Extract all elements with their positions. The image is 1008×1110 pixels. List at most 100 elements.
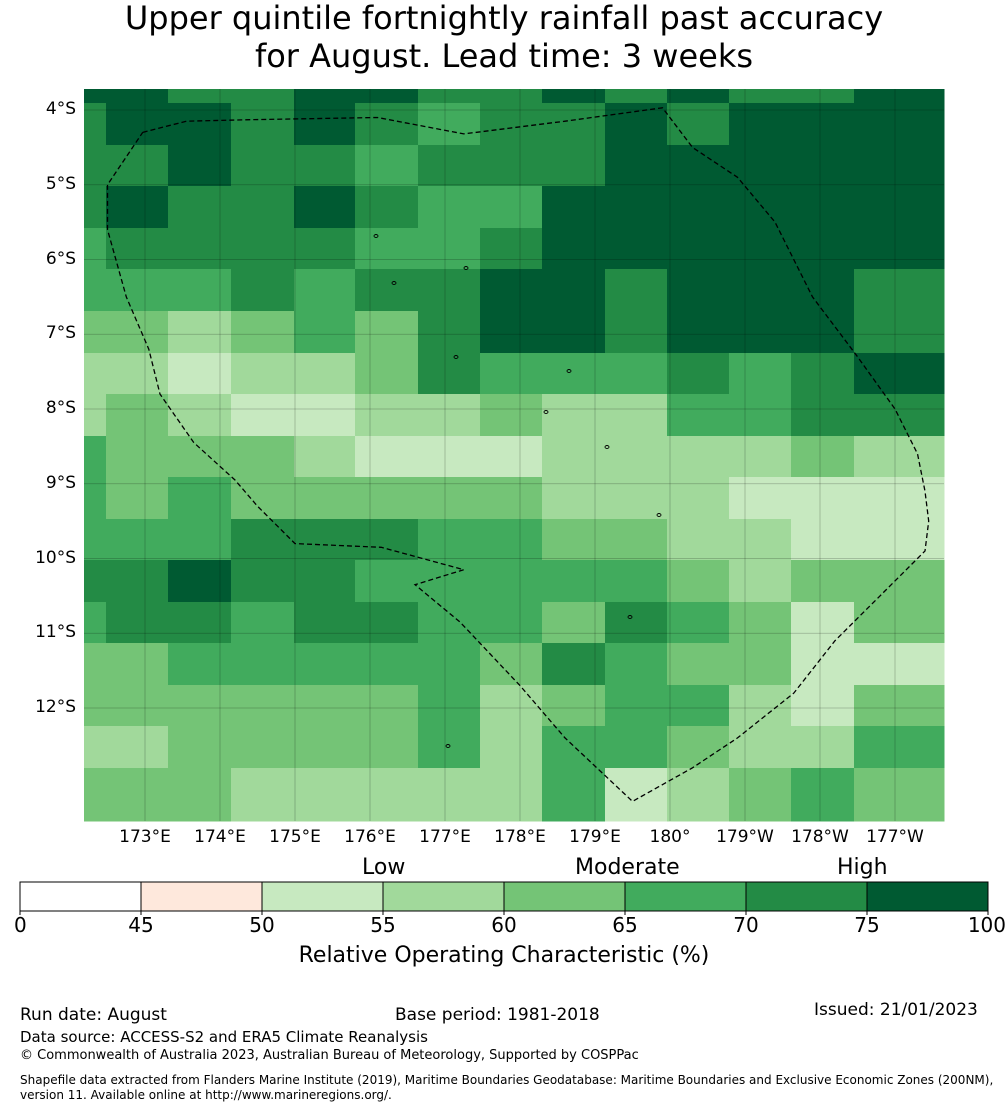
latitude-label: 5°S bbox=[45, 173, 76, 194]
roc-cell bbox=[667, 560, 730, 603]
roc-cell bbox=[231, 311, 295, 354]
island-outline bbox=[391, 281, 397, 285]
roc-cell bbox=[355, 602, 419, 644]
roc-cell bbox=[791, 311, 855, 354]
map-title-line-1: Upper quintile fortnightly rainfall past… bbox=[124, 0, 884, 37]
roc-cell bbox=[418, 643, 481, 686]
roc-cell bbox=[854, 726, 917, 769]
roc-cell bbox=[729, 269, 792, 312]
island-outline bbox=[627, 615, 633, 619]
roc-cell bbox=[667, 685, 730, 727]
roc-cell bbox=[168, 560, 232, 603]
roc-cell bbox=[605, 394, 668, 437]
roc-cell bbox=[84, 809, 107, 822]
roc-cell bbox=[729, 519, 792, 561]
roc-cell bbox=[84, 560, 107, 603]
roc-cell bbox=[231, 269, 295, 312]
roc-cell bbox=[542, 145, 606, 187]
roc-cell bbox=[667, 519, 730, 561]
island-outline bbox=[656, 513, 662, 517]
roc-cell bbox=[294, 809, 356, 822]
roc-cell bbox=[480, 768, 543, 810]
roc-cell bbox=[480, 394, 543, 437]
roc-cell bbox=[854, 685, 917, 727]
roc-cell bbox=[168, 519, 232, 561]
roc-cell bbox=[231, 768, 295, 810]
roc-cell bbox=[854, 311, 917, 354]
roc-cell bbox=[294, 560, 356, 603]
roc-cell bbox=[418, 436, 481, 478]
roc-cell bbox=[605, 103, 668, 146]
roc-cell bbox=[916, 269, 945, 312]
roc-cell bbox=[480, 519, 543, 561]
roc-cell bbox=[854, 145, 917, 187]
roc-cell bbox=[168, 186, 232, 229]
roc-cell bbox=[355, 353, 419, 395]
roc-cell bbox=[168, 477, 232, 520]
roc-cell bbox=[916, 768, 945, 810]
roc-cell bbox=[480, 353, 543, 395]
roc-cell bbox=[231, 89, 295, 104]
roc-cell bbox=[542, 186, 606, 229]
roc-cell bbox=[355, 726, 419, 769]
roc-cell bbox=[418, 809, 481, 822]
roc-cell bbox=[667, 228, 730, 270]
roc-cell bbox=[605, 311, 668, 354]
roc-cell bbox=[355, 560, 419, 603]
roc-cell bbox=[84, 519, 107, 561]
roc-cell bbox=[168, 89, 232, 104]
roc-cell bbox=[418, 186, 481, 229]
roc-cell bbox=[667, 89, 730, 104]
roc-cell bbox=[916, 685, 945, 727]
roc-cell bbox=[854, 228, 917, 270]
colorbar-tick-label: 65 bbox=[612, 913, 638, 937]
roc-cell bbox=[84, 311, 107, 354]
roc-cell bbox=[542, 353, 606, 395]
roc-cell bbox=[480, 685, 543, 727]
roc-cell bbox=[854, 768, 917, 810]
roc-cell bbox=[168, 685, 232, 727]
roc-cell bbox=[791, 685, 855, 727]
data-source: Data source: ACCESS-S2 and ERA5 Climate … bbox=[20, 1028, 428, 1046]
roc-cell bbox=[791, 477, 855, 520]
roc-cell bbox=[355, 311, 419, 354]
roc-cell bbox=[84, 477, 107, 520]
roc-cell bbox=[168, 602, 232, 644]
longitude-label: 178°W bbox=[791, 827, 849, 847]
roc-cell bbox=[916, 353, 945, 395]
roc-cell bbox=[854, 560, 917, 603]
roc-cell bbox=[729, 89, 792, 104]
roc-cell bbox=[605, 89, 668, 104]
roc-cell bbox=[168, 643, 232, 686]
roc-cell bbox=[667, 643, 730, 686]
map-gridlines bbox=[84, 89, 944, 821]
roc-cell bbox=[231, 353, 295, 395]
roc-cell bbox=[729, 436, 792, 478]
roc-cell bbox=[916, 436, 945, 478]
roc-cell bbox=[854, 436, 917, 478]
colorbar-tick-label: 100 bbox=[967, 913, 1006, 937]
roc-cell bbox=[916, 809, 945, 822]
roc-cell bbox=[542, 560, 606, 603]
roc-cell bbox=[667, 103, 730, 146]
map-title-line-2: for August. Lead time: 3 weeks bbox=[254, 37, 754, 75]
roc-cell bbox=[168, 353, 232, 395]
latitude-label: 6°S bbox=[45, 248, 76, 269]
longitude-label: 178°E bbox=[494, 827, 546, 847]
roc-cell bbox=[418, 602, 481, 644]
roc-cell bbox=[418, 228, 481, 270]
roc-cell bbox=[355, 809, 419, 822]
roc-cell bbox=[542, 394, 606, 437]
roc-cell bbox=[729, 768, 792, 810]
roc-cell bbox=[542, 89, 606, 104]
roc-cell bbox=[854, 519, 917, 561]
roc-cell bbox=[480, 89, 543, 104]
roc-cell bbox=[667, 602, 730, 644]
copyright-notice: © Commonwealth of Australia 2023, Austra… bbox=[20, 1048, 639, 1063]
roc-cell bbox=[106, 311, 169, 354]
roc-cell bbox=[791, 145, 855, 187]
roc-cell bbox=[916, 519, 945, 561]
roc-cell bbox=[355, 436, 419, 478]
roc-cell bbox=[667, 186, 730, 229]
roc-cell bbox=[480, 228, 543, 270]
